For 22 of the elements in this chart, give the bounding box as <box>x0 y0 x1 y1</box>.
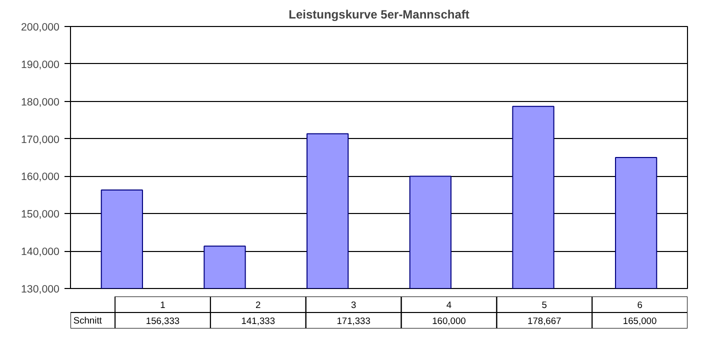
x-tick-label: 5 <box>542 300 547 310</box>
chart-title: Leistungskurve 5er-Mannschaft <box>288 8 470 22</box>
x-tick-label: 2 <box>256 300 261 310</box>
y-tick-label: 160,000 <box>20 171 60 184</box>
y-tick-label: 180,000 <box>20 96 60 108</box>
data-label: 141,333 <box>241 316 276 326</box>
data-label: 160,000 <box>432 316 466 326</box>
x-tick-label: 4 <box>446 300 452 310</box>
y-tick-label: 150,000 <box>20 208 60 221</box>
data-label: 156,333 <box>146 316 180 326</box>
x-tick-label: 6 <box>637 300 642 310</box>
y-tick-label: 190,000 <box>20 58 60 71</box>
y-tick-label: 170,000 <box>20 134 60 146</box>
x-tick-label: 3 <box>350 300 356 310</box>
text: Schnitt <box>73 316 102 326</box>
data-label: 178,667 <box>528 316 562 326</box>
data-label: 171,333 <box>336 316 370 326</box>
y-tick-label: 140,000 <box>20 246 60 258</box>
data-label: 165,000 <box>622 316 657 326</box>
y-tick-label: 130,000 <box>20 284 60 296</box>
y-tick-label: 200,000 <box>20 22 60 34</box>
x-tick-label: 1 <box>160 300 166 310</box>
